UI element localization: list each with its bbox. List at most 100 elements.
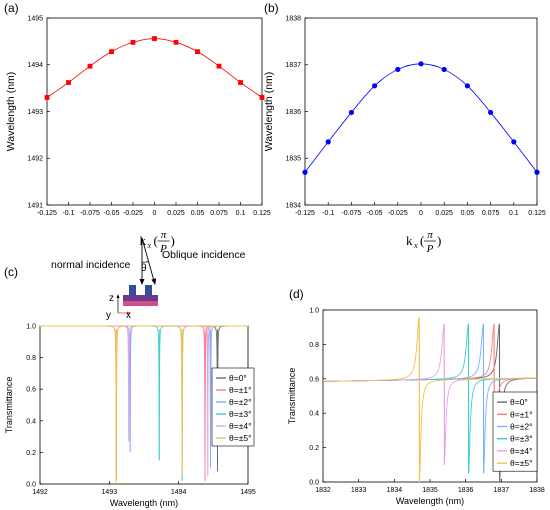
x-axis-label-numerator: π — [161, 229, 167, 241]
data-point — [464, 83, 470, 89]
substrate-base — [123, 301, 158, 306]
x-tick-label: -0.075 — [341, 210, 361, 217]
x-tick-label: 0.1 — [509, 210, 519, 217]
data-point — [534, 169, 540, 175]
x-tick-label: -0.05 — [367, 210, 383, 217]
data-point — [325, 139, 331, 145]
y-tick-label: 0.2 — [26, 450, 36, 457]
x-axis-label-k: k — [406, 233, 413, 248]
legend-entry: θ=±2° — [229, 397, 251, 407]
oblique-incidence-arrow-line — [141, 237, 155, 282]
y-axis-label: Transmittance — [4, 377, 14, 434]
plot-frame — [46, 17, 263, 206]
legend-entry: θ=0° — [229, 373, 247, 383]
z-axis-label: z — [109, 293, 114, 304]
legend-entry: θ=0° — [510, 397, 528, 407]
substrate-layer — [123, 295, 158, 301]
legend-entry: θ=±5° — [510, 458, 532, 468]
x-tick-label: -0.1 — [62, 210, 74, 217]
x-axis-label-subscript: x — [413, 241, 418, 250]
y-tick-label: 1838 — [285, 15, 301, 22]
data-point — [302, 169, 308, 175]
y-tick-label: 0.4 — [309, 411, 319, 418]
incidence-schematic: θ normal incidence Oblique incidence z y… — [51, 237, 246, 321]
x-axis-label-numerator: π — [427, 229, 433, 241]
data-point — [372, 83, 378, 89]
x-tick-label: 1493 — [102, 489, 118, 496]
legend-entry: θ=±4° — [510, 446, 532, 456]
y-tick-label: 1834 — [285, 202, 301, 209]
data-point — [488, 109, 494, 116]
y-tick-label: 1837 — [285, 62, 301, 69]
panel-label-d: (d) — [289, 287, 304, 301]
y-tick-label: 0.0 — [26, 481, 36, 488]
x-tick-label: 1838 — [529, 487, 545, 494]
y-tick-label: 0.4 — [26, 418, 36, 425]
plot-frame — [304, 17, 538, 206]
x-axis-label-rparen: ) — [171, 233, 175, 248]
legend-box — [492, 391, 538, 472]
data-point — [259, 95, 265, 100]
x-tick-label: -0.1 — [322, 210, 334, 217]
normal-incidence-arrowhead — [139, 279, 145, 285]
legend-entry: θ=±1° — [510, 409, 532, 419]
y-axis-label: y — [106, 310, 111, 321]
x-tick-label: -0.025 — [123, 210, 143, 217]
normal-incidence-label: normal incidence — [51, 259, 131, 271]
x-tick-label: 1836 — [458, 487, 474, 494]
x-tick-label: -0.075 — [80, 210, 100, 217]
data-point — [511, 139, 517, 145]
x-tick-label: 0.125 — [528, 210, 546, 217]
chart-panel-b: -0.125 -0.1 -0.075 -0.05 -0.025 0 0.025 0.05 0.0… — [263, 15, 546, 255]
panel-label-a: (a) — [4, 1, 19, 15]
y-tick-label: 0.0 — [309, 479, 319, 486]
legend-entry: θ=±4° — [229, 421, 251, 431]
x-axis-label-denominator: P — [426, 243, 434, 255]
chart-panel-d: 1832 1833 1834 1835 1836 1837 1838 0.0 0.2 0.4 0.6… — [287, 307, 545, 506]
data-point — [216, 63, 222, 69]
grating-ridge-left — [129, 285, 136, 295]
oblique-incidence-arrowhead — [151, 278, 157, 285]
y-tick-label: 0.8 — [309, 342, 319, 349]
legend-entry: θ=±5° — [229, 433, 251, 443]
x-tick-label: -0.125 — [37, 210, 57, 217]
legend-box — [211, 367, 255, 447]
x-axis-label-denominator: P — [159, 243, 167, 255]
x-tick-label: 0.025 — [435, 210, 453, 217]
x-tick-label: 1494 — [171, 489, 187, 496]
y-tick-label: 1491 — [27, 202, 43, 209]
y-tick-label: 0.6 — [309, 376, 319, 383]
y-tick-label: 1835 — [285, 156, 301, 163]
theta-arc — [141, 261, 149, 263]
x-tick-label: -0.025 — [388, 210, 408, 217]
x-axis-label-subscript: x — [147, 241, 152, 250]
x-axis-arrowhead — [127, 311, 131, 315]
data-point — [173, 39, 179, 45]
x-tick-label: 1833 — [351, 487, 367, 494]
x-tick-label: 0.05 — [191, 210, 205, 217]
chart-panel-a: -0.125 -0.1 -0.075 -0.05 -0.025 0 0.025 0.05 0.0… — [5, 15, 271, 255]
x-tick-label: 0.075 — [482, 210, 500, 217]
oblique-incidence-label: Oblique incidence — [162, 249, 246, 261]
x-tick-label: 0.05 — [461, 210, 475, 217]
y-axis-label: Wavelength (nm) — [5, 72, 17, 152]
x-tick-label: 0.1 — [236, 210, 246, 217]
x-axis-label-rparen: ) — [437, 233, 441, 248]
panel-label-c: (c) — [4, 265, 18, 279]
series-line — [322, 317, 538, 483]
data-point — [87, 63, 93, 69]
z-axis-arrowhead — [116, 294, 120, 298]
x-tick-label: -0.05 — [104, 210, 120, 217]
y-axis-label: Transmittance — [287, 368, 297, 425]
y-tick-label: 1494 — [27, 62, 43, 69]
data-point — [109, 49, 114, 55]
legend-entry: θ=±1° — [229, 385, 251, 395]
x-tick-label: 0.125 — [253, 210, 271, 217]
x-tick-label: 1835 — [422, 487, 438, 494]
chart-panel-c: 1492 1493 1494 1495 0.0 0.2 0.4 0.6 0.8 1.0 Transm… — [4, 323, 256, 508]
data-point — [130, 39, 136, 45]
y-tick-label: 1836 — [285, 109, 301, 116]
data-point — [418, 61, 424, 67]
legend-entry: θ=±3° — [229, 409, 251, 419]
